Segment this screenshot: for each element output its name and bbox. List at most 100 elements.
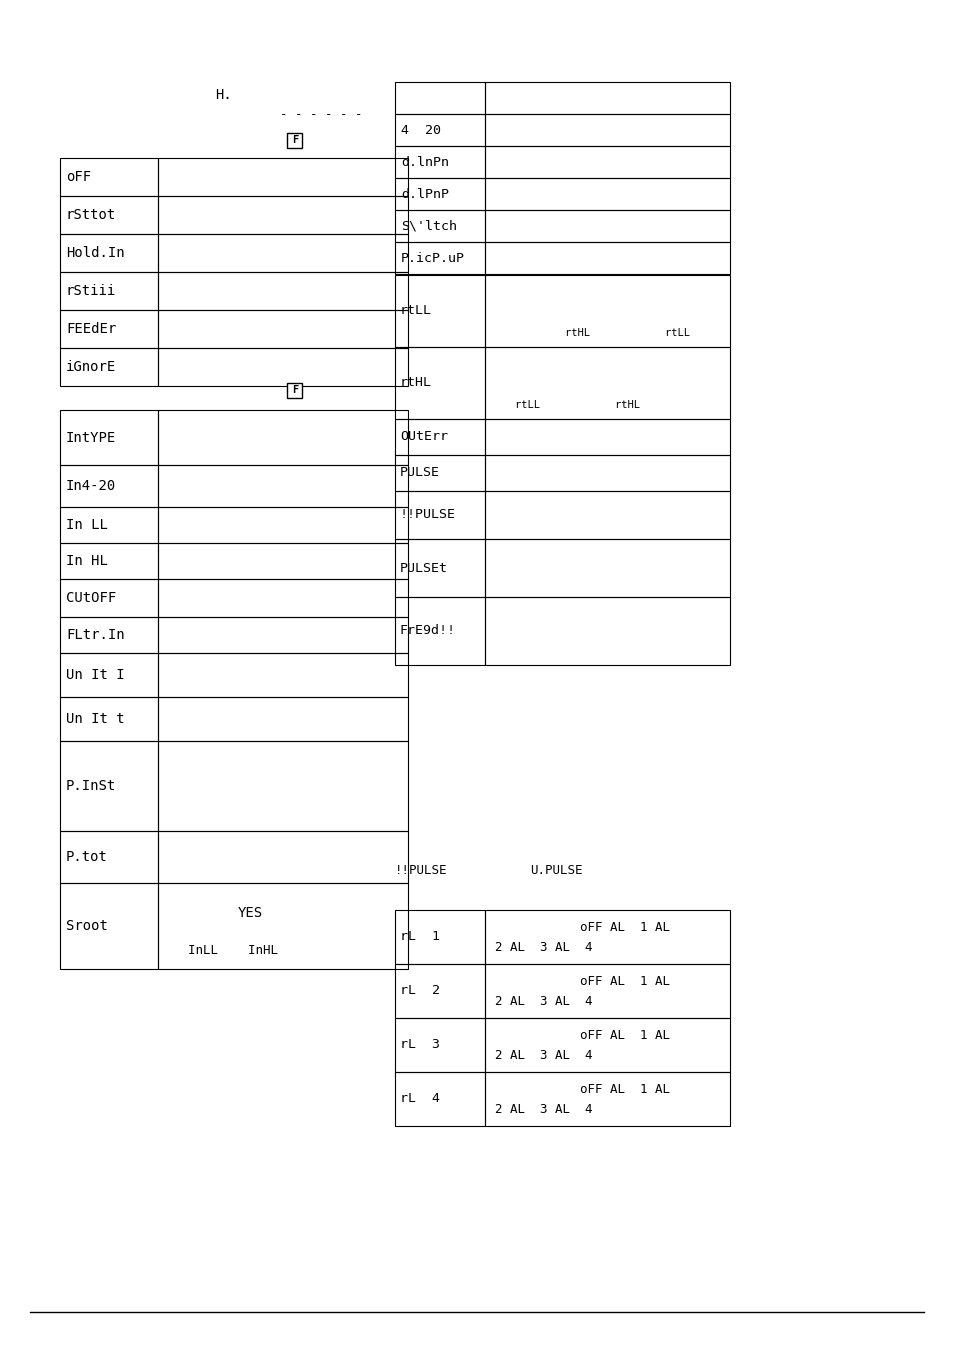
Bar xyxy=(158,234,408,271)
Text: Un It I: Un It I xyxy=(66,668,125,682)
Bar xyxy=(395,178,484,211)
Bar xyxy=(395,275,484,347)
Bar xyxy=(60,464,158,508)
Text: PULSEt: PULSEt xyxy=(399,562,448,575)
Bar xyxy=(60,697,158,741)
Bar xyxy=(60,579,158,617)
Bar xyxy=(158,508,408,543)
Bar xyxy=(484,1072,729,1126)
Bar xyxy=(158,741,408,832)
Bar xyxy=(158,617,408,653)
Bar xyxy=(395,491,484,539)
Text: FLtr.In: FLtr.In xyxy=(66,628,125,643)
Bar xyxy=(484,1018,729,1072)
Text: 2 AL  3 AL  4: 2 AL 3 AL 4 xyxy=(495,941,592,954)
Bar xyxy=(395,1018,484,1072)
Text: 4  20: 4 20 xyxy=(400,123,440,136)
Bar xyxy=(395,211,484,242)
Text: !!PULSE: !!PULSE xyxy=(395,864,447,876)
Bar xyxy=(484,491,729,539)
Bar xyxy=(158,697,408,741)
Bar xyxy=(395,418,484,455)
Bar xyxy=(60,410,158,464)
Text: rL  1: rL 1 xyxy=(399,930,439,944)
Text: rSttot: rSttot xyxy=(66,208,116,221)
Text: oFF AL  1 AL: oFF AL 1 AL xyxy=(579,1029,669,1042)
Bar xyxy=(484,275,729,347)
Text: S\'ltch: S\'ltch xyxy=(400,220,456,232)
Bar xyxy=(395,146,484,178)
Text: OUtErr: OUtErr xyxy=(399,431,448,444)
Text: rL  2: rL 2 xyxy=(399,984,439,998)
Bar xyxy=(484,418,729,455)
Text: Hold.In: Hold.In xyxy=(66,246,125,261)
Bar xyxy=(484,455,729,491)
Bar xyxy=(158,271,408,310)
Text: P.tot: P.tot xyxy=(66,850,108,864)
Text: U.PULSE: U.PULSE xyxy=(530,864,582,876)
Bar xyxy=(484,910,729,964)
Bar xyxy=(395,113,484,146)
Text: 2 AL  3 AL  4: 2 AL 3 AL 4 xyxy=(495,1049,592,1062)
Bar xyxy=(395,455,484,491)
Bar xyxy=(395,539,484,597)
Bar xyxy=(158,832,408,883)
Bar xyxy=(287,382,302,397)
Text: PULSE: PULSE xyxy=(399,467,439,479)
Bar xyxy=(60,543,158,579)
Text: iGnorE: iGnorE xyxy=(66,360,116,374)
Text: d.lPnP: d.lPnP xyxy=(400,188,449,201)
Text: F: F xyxy=(292,135,297,144)
Text: oFF AL  1 AL: oFF AL 1 AL xyxy=(579,1083,669,1096)
Text: rtLL            rtHL: rtLL rtHL xyxy=(515,400,639,410)
Text: IntYPE: IntYPE xyxy=(66,431,116,444)
Bar xyxy=(158,883,408,969)
Text: YES: YES xyxy=(237,906,263,921)
Text: rtLL: rtLL xyxy=(399,305,432,317)
Text: CUtOFF: CUtOFF xyxy=(66,591,116,605)
Bar xyxy=(158,653,408,697)
Bar xyxy=(60,617,158,653)
Bar xyxy=(395,1072,484,1126)
Text: - - - - - -: - - - - - - xyxy=(280,108,362,122)
Text: rL  3: rL 3 xyxy=(399,1038,439,1052)
Bar xyxy=(484,113,729,146)
Bar xyxy=(60,508,158,543)
Text: In4-20: In4-20 xyxy=(66,479,116,493)
Bar xyxy=(60,234,158,271)
Bar xyxy=(395,347,484,418)
Bar xyxy=(158,310,408,348)
Bar xyxy=(158,348,408,386)
Bar xyxy=(158,410,408,464)
Bar xyxy=(395,964,484,1018)
Text: Un It t: Un It t xyxy=(66,711,125,726)
Bar xyxy=(287,132,302,147)
Text: oFF AL  1 AL: oFF AL 1 AL xyxy=(579,975,669,988)
Bar xyxy=(484,146,729,178)
Text: P.InSt: P.InSt xyxy=(66,779,116,792)
Bar xyxy=(158,543,408,579)
Text: In HL: In HL xyxy=(66,554,108,568)
Text: 2 AL  3 AL  4: 2 AL 3 AL 4 xyxy=(495,995,592,1008)
Text: H.: H. xyxy=(214,88,232,103)
Bar xyxy=(60,653,158,697)
Bar xyxy=(484,964,729,1018)
Text: oFF: oFF xyxy=(66,170,91,184)
Bar xyxy=(395,910,484,964)
Bar xyxy=(60,348,158,386)
Text: 2 AL  3 AL  4: 2 AL 3 AL 4 xyxy=(495,1103,592,1116)
Text: rL  4: rL 4 xyxy=(399,1092,439,1106)
Bar xyxy=(484,242,729,274)
Text: rtHL: rtHL xyxy=(399,377,432,390)
Bar xyxy=(158,158,408,196)
Text: !!PULSE: !!PULSE xyxy=(399,509,456,521)
Bar xyxy=(60,883,158,969)
Bar xyxy=(60,196,158,234)
Bar xyxy=(60,310,158,348)
Text: Sroot: Sroot xyxy=(66,919,108,933)
Bar xyxy=(60,158,158,196)
Text: oFF AL  1 AL: oFF AL 1 AL xyxy=(579,921,669,934)
Bar xyxy=(484,347,729,418)
Text: rStiii: rStiii xyxy=(66,284,116,298)
Bar xyxy=(484,597,729,666)
